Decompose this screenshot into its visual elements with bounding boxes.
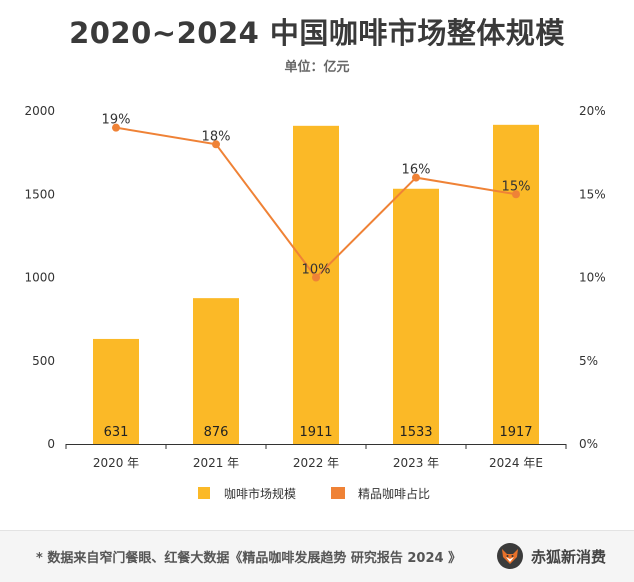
x-tick-label-3: 2023 年 [393, 456, 439, 470]
right-axis-tick-4: 20% [579, 104, 606, 118]
bar-1 [193, 298, 239, 444]
share-label-4: 15% [502, 179, 531, 194]
x-tick-label-4: 2024 年E [489, 456, 543, 470]
left-axis-tick-1: 500 [32, 354, 55, 368]
footer: * 数据来自窄门餐眼、红餐大数据《精品咖啡发展趋势 研究报告 2024 》 赤狐… [0, 531, 634, 582]
right-axis-tick-1: 5% [579, 354, 598, 368]
bar-2 [293, 125, 339, 445]
x-tick-label-0: 2020 年 [93, 456, 139, 470]
chart-title: 2020~2024 中国咖啡市场整体规模 [69, 16, 565, 50]
share-label-0: 19% [102, 113, 131, 128]
source-note: * 数据来自窄门餐眼、红餐大数据《精品咖啡发展趋势 研究报告 2024 》 [36, 551, 462, 566]
bar-value-label-4: 1917 [499, 425, 532, 440]
combo-chart: 2020 年 2021 年 2022 年 2023 年 2024 年E 0 500 1000 1… [24, 104, 606, 501]
fox-logo-icon [497, 543, 523, 569]
bar-value-label-1: 876 [204, 425, 229, 440]
legend-label-bar: 咖啡市场规模 [224, 486, 296, 501]
share-point-4 [512, 190, 520, 199]
left-axis-tick-0: 0 [47, 437, 55, 451]
share-point-0 [112, 123, 120, 132]
left-axis-tick-4: 2000 [24, 104, 55, 118]
share-label-3: 16% [402, 163, 431, 178]
bar-0 [93, 338, 139, 444]
footer-divider [0, 530, 634, 531]
legend-label-line: 精品咖啡占比 [358, 486, 430, 501]
share-label-2: 10% [302, 263, 331, 278]
legend-swatch-line [331, 487, 345, 499]
bar-3 [393, 188, 439, 444]
bar-value-label-2: 1911 [299, 425, 332, 440]
share-point-1 [212, 140, 220, 149]
left-axis-tick-3: 1500 [24, 187, 55, 201]
share-point-2 [312, 273, 320, 282]
unit-label: 单位：亿元 [284, 60, 350, 75]
bar-4 [493, 124, 539, 444]
right-axis-tick-2: 10% [579, 271, 606, 285]
legend-swatch-bar [198, 487, 210, 499]
share-point-3 [412, 173, 420, 182]
brand-name: 赤狐新消费 [531, 547, 607, 566]
right-axis-tick-0: 0% [579, 437, 598, 451]
x-tick-label-2: 2022 年 [293, 456, 339, 470]
bar-value-label-0: 631 [104, 425, 129, 440]
right-axis-tick-3: 15% [579, 187, 606, 201]
share-label-1: 18% [202, 129, 231, 144]
bar-value-label-3: 1533 [399, 425, 432, 440]
brand: 赤狐新消费 [497, 541, 606, 571]
x-tick-label-1: 2021 年 [193, 456, 239, 470]
left-axis-tick-2: 1000 [24, 271, 55, 285]
